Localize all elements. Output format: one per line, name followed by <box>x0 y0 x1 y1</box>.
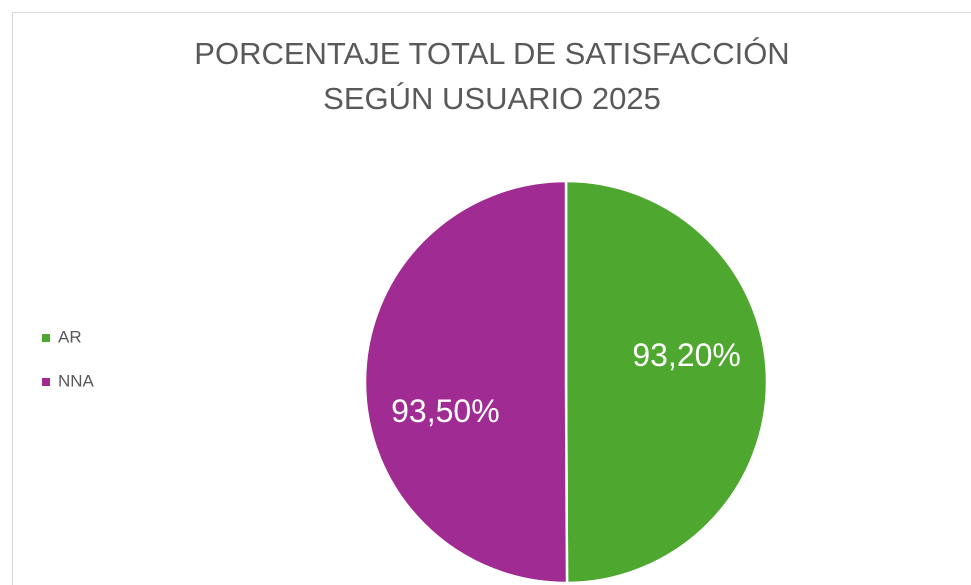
legend-swatch <box>42 378 50 386</box>
legend-label: NNA <box>58 371 95 390</box>
data-label: 93,50% <box>391 393 500 429</box>
pie-slice <box>564 179 769 585</box>
legend-swatch <box>42 334 50 342</box>
chart-title: PORCENTAJE TOTAL DE SATISFACCIÓN <box>194 36 789 71</box>
chart-title: SEGÚN USUARIO 2025 <box>323 81 661 116</box>
pie-slice <box>363 179 569 585</box>
data-label: 93,20% <box>632 337 741 373</box>
legend-label: AR <box>58 327 82 346</box>
